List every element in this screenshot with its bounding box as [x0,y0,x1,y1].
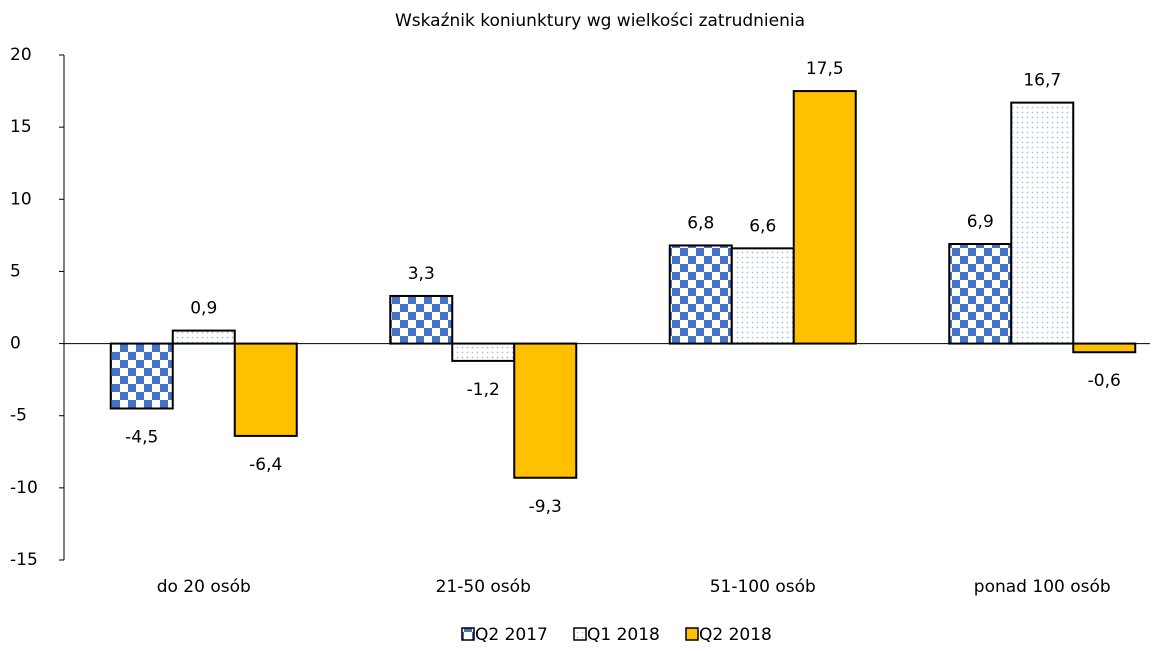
y-tick-label: 10 [10,189,32,209]
y-tick-label: -5 [10,406,27,426]
x-tick-label: 21-50 osób [436,577,531,597]
data-label: -4,5 [125,428,158,448]
legend-swatch [685,627,699,641]
bar [109,342,174,410]
legend-swatch [573,627,587,641]
bar [451,342,516,362]
data-label: 3,3 [408,264,435,284]
y-tick-label: -10 [10,478,38,498]
data-label: 17,5 [806,59,844,79]
bar [668,244,733,345]
chart-title: Wskaźnik koniunktury wg wielkości zatrud… [395,11,805,31]
data-label: -6,4 [249,455,282,475]
bar [792,90,857,345]
legend-label: Q2 2018 [699,625,772,645]
y-tick-label: 0 [10,334,21,354]
y-tick-label: 5 [10,261,21,281]
y-tick-label: 15 [10,117,32,137]
data-label: 6,8 [687,213,714,233]
x-tick-label: 51-100 osób [710,577,816,597]
y-tick-label: 20 [10,45,32,65]
data-label: 6,6 [749,216,776,236]
bar [513,342,578,479]
data-label: 0,9 [190,299,217,319]
legend-label: Q2 2017 [475,625,548,645]
x-tick-label: do 20 osób [157,577,251,597]
data-label: -0,6 [1088,371,1121,391]
bar [389,294,454,345]
bar [1010,101,1075,345]
x-tick-label: ponad 100 osób [974,577,1111,597]
bar [233,342,298,437]
bar [1072,342,1137,354]
legend-swatch [461,627,475,641]
bar [171,329,236,345]
legend-label: Q1 2018 [587,625,660,645]
bar [730,247,795,345]
data-label: 6,9 [967,212,994,232]
y-tick-label: -15 [10,550,38,570]
data-label: -1,2 [467,380,500,400]
data-label: 16,7 [1023,71,1061,91]
bar [948,243,1013,345]
data-label: -9,3 [529,497,562,517]
